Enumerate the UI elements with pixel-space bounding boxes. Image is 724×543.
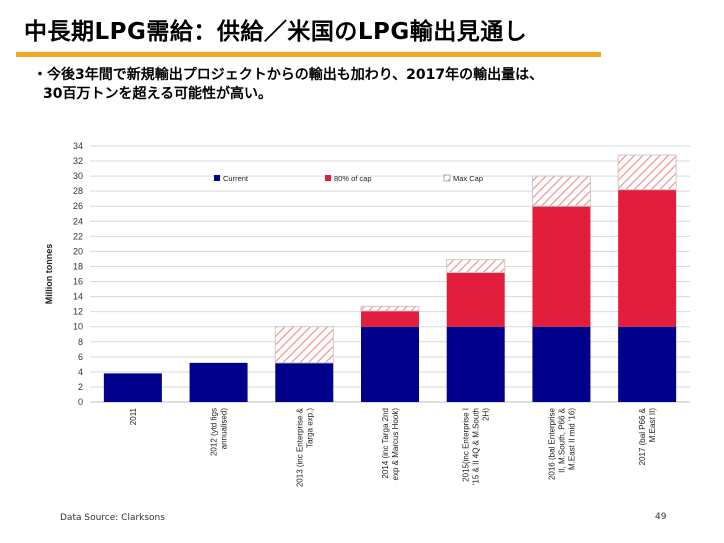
bar-80-of-cap [618, 189, 677, 327]
y-tick-label: 32 [73, 156, 83, 166]
y-tick-label: 8 [78, 337, 83, 347]
y-tick-label: 18 [73, 261, 83, 271]
y-tick-label: 0 [78, 397, 83, 407]
bullet-line-1: ・今後3年間で新規輸出プロジェクトからの輸出も加わり、2017年の輸出量は、 [33, 67, 544, 83]
slide-title: 中長期LPG需給：供給／米国のLPG輸出見通し [24, 19, 528, 45]
x-tick-label: Targa exp.) [305, 408, 314, 448]
y-tick-label: 6 [78, 352, 83, 362]
y-tick-label: 28 [73, 186, 83, 196]
bar-80-of-cap [532, 206, 591, 327]
y-tick-label: 26 [73, 201, 83, 211]
x-tick-label: 2016 (bal Enterprise [547, 407, 556, 480]
x-tick-label: 2015(inc Enterprise I [462, 408, 471, 482]
bullet-line-2: 30百万トンを超える可能性が高い。 [43, 86, 273, 102]
legend-swatch-max-cap [443, 174, 451, 182]
bar-current [361, 326, 419, 402]
legend-swatch-current [214, 175, 220, 181]
x-tick-label: M.East II) [648, 408, 657, 443]
bar-current [103, 373, 162, 402]
data-source: Data Source: Clarksons [60, 513, 165, 523]
y-tick-label: 2 [78, 382, 83, 392]
x-tick-label: 2014 (inc Targa 2nd [381, 408, 390, 479]
y-tick-label: 12 [73, 307, 83, 317]
x-tick-label: II, M.South, P66 & [557, 407, 566, 473]
bar-current [446, 326, 505, 402]
bullet-text: ・今後3年間で新規輸出プロジェクトからの輸出も加わり、2017年の輸出量は、 3… [33, 66, 673, 104]
bar-current [618, 326, 677, 402]
y-tick-label: 10 [73, 322, 83, 332]
x-tick-label: M.East II mid '16) [567, 408, 576, 470]
bar-max-cap [274, 326, 334, 364]
x-tick-label: exp & Marcus Hook) [391, 408, 400, 481]
bar-max-cap [446, 259, 506, 273]
legend-label: Max Cap [453, 174, 483, 183]
y-tick-label: 24 [73, 216, 83, 226]
legend-label: Current [223, 174, 249, 183]
x-tick-label: annualised) [220, 408, 229, 450]
x-tick-label: 2011 [129, 407, 138, 425]
x-tick-label: 2012 (ytd figs [210, 408, 219, 456]
bars [103, 154, 677, 402]
bar-max-cap [531, 175, 591, 207]
x-axis-labels: 2011 2012 (ytd figs annualised) 2013 (inc E… [129, 407, 657, 487]
legend: Current 80% of cap Max Cap [214, 174, 483, 183]
y-tick-label: 16 [73, 277, 83, 287]
y-axis-label: Million tonnes [44, 244, 54, 305]
y-tick-label: 14 [73, 292, 83, 302]
y-tick-label: 34 [73, 141, 83, 151]
x-tick-label: 2013 (inc Enterprise & [295, 407, 304, 487]
bar-max-cap [360, 305, 420, 312]
bar-max-cap [617, 154, 677, 191]
page-number: 49 [655, 512, 667, 522]
bar-80-of-cap [361, 310, 419, 327]
legend-label: 80% of cap [334, 174, 372, 183]
y-tick-label: 20 [73, 246, 83, 256]
bar-80-of-cap [446, 272, 505, 327]
y-tick-label: 30 [73, 171, 83, 181]
legend-swatch-80-of-cap [325, 175, 331, 181]
bar-current [532, 326, 591, 402]
y-tick-label: 4 [78, 367, 83, 377]
x-tick-label: 2017 (bal P66 & [638, 407, 647, 465]
title-underline [16, 52, 601, 57]
x-tick-label: '15 & II 4Q & M.South [472, 408, 481, 485]
y-tick-label: 22 [73, 231, 83, 241]
bar-current [189, 362, 248, 402]
x-tick-label: 2H) [482, 408, 491, 421]
bar-current [275, 362, 334, 402]
